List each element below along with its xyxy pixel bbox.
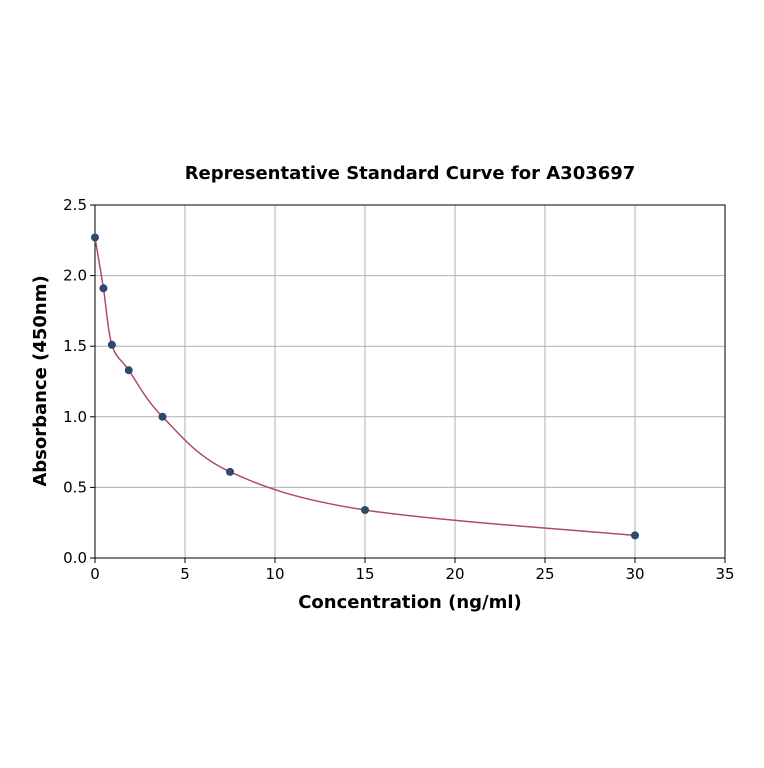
chart-title: Representative Standard Curve for A30369… bbox=[185, 163, 636, 184]
x-tick-label: 5 bbox=[180, 565, 190, 583]
y-tick-label: 2.5 bbox=[63, 196, 87, 214]
data-point bbox=[99, 284, 108, 293]
y-tick-label: 0.0 bbox=[63, 549, 87, 567]
x-tick-label: 20 bbox=[445, 565, 464, 583]
data-point bbox=[91, 233, 99, 242]
x-tick-label: 0 bbox=[90, 565, 100, 583]
x-axis-label: Concentration (ng/ml) bbox=[298, 592, 522, 613]
y-tick-label: 0.5 bbox=[63, 478, 87, 496]
y-tick-label: 1.5 bbox=[63, 337, 87, 355]
y-tick-label: 1.0 bbox=[63, 408, 87, 426]
data-point bbox=[631, 531, 639, 540]
data-point bbox=[107, 340, 116, 349]
fit-curve bbox=[94, 237, 636, 537]
data-point bbox=[158, 412, 167, 421]
y-axis-label: Absorbance (450nm) bbox=[30, 275, 51, 486]
y-tick-label: 2.0 bbox=[63, 267, 87, 285]
data-point bbox=[226, 467, 234, 476]
data-point bbox=[361, 505, 369, 514]
x-tick-label: 30 bbox=[625, 565, 644, 583]
x-tick-label: 10 bbox=[265, 565, 284, 583]
data-point bbox=[124, 366, 133, 375]
plot-frame bbox=[94, 204, 726, 559]
x-tick-label: 25 bbox=[535, 565, 554, 583]
x-tick-label: 15 bbox=[355, 565, 374, 583]
x-tick-label: 35 bbox=[715, 565, 734, 583]
